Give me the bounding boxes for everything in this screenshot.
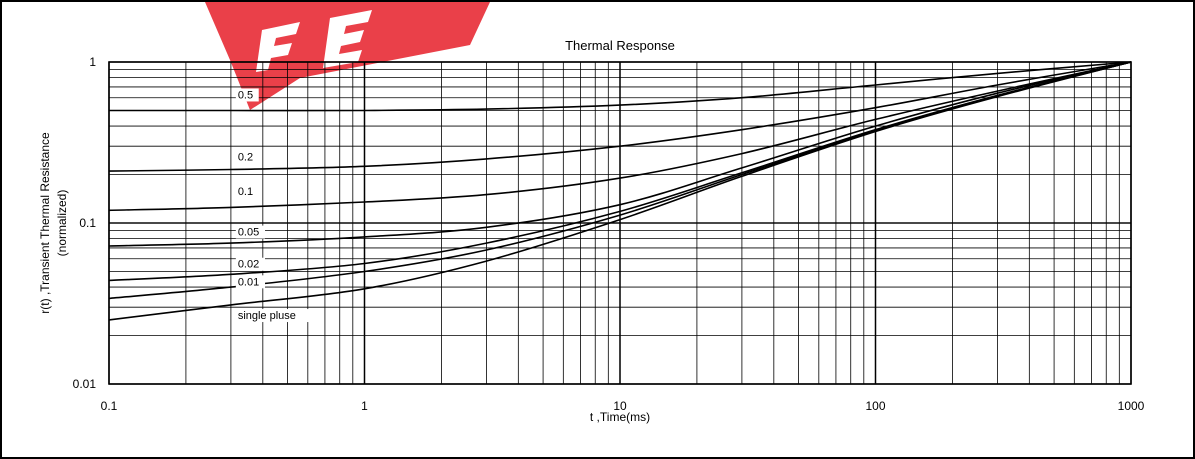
y-tick-label: 0.1 [79,216,96,230]
x-axis-label: t ,Time(ms) [590,410,650,424]
curve-label-background [235,275,266,289]
watermark-logo [205,2,490,110]
curve-0.1 [108,61,1132,212]
tick-labels: 0.1 1 10 100 1000 0.01 0.1 1 [73,55,1145,413]
chart-title: Thermal Response [565,38,675,53]
curve-label-background [235,185,259,199]
y-axis-label-normalized: (normalized) [55,190,69,257]
curve-label-background [235,150,259,164]
curve-label-background [235,88,259,102]
plot-area [108,61,1132,385]
x-tick-label: 1 [361,399,368,413]
curve-label: single pluse [238,310,296,322]
x-tick-label: 1000 [1118,399,1145,413]
curve-label: 0.5 [238,89,253,101]
curve-0.05 [108,61,1132,247]
y-axis-label: r(t) ,Transient Thermal Resistance [38,132,52,314]
y-tick-label: 1 [89,55,96,69]
curve-label: 0.01 [238,276,259,288]
curve-0.2 [108,61,1132,172]
x-tick-label: 10 [613,399,627,413]
curve-single-pluse [108,61,1132,321]
curve-label: 0.02 [238,259,259,271]
curve-label: 0.05 [238,227,259,239]
y-tick-label: 0.01 [73,377,97,391]
curve-label-background [235,309,316,323]
curve-label-background [235,225,266,239]
curve-0.5 [109,61,1132,112]
curve-label: 0.1 [238,186,253,198]
curve-label-background [235,257,266,271]
curve-labels: 0.5 0.2 0.1 0.05 0.02 0.01 single pluse [235,88,316,323]
curves [108,61,1132,321]
x-tick-label: 100 [865,399,885,413]
curve-label: 0.2 [238,152,253,164]
x-tick-label: 0.1 [101,399,118,413]
